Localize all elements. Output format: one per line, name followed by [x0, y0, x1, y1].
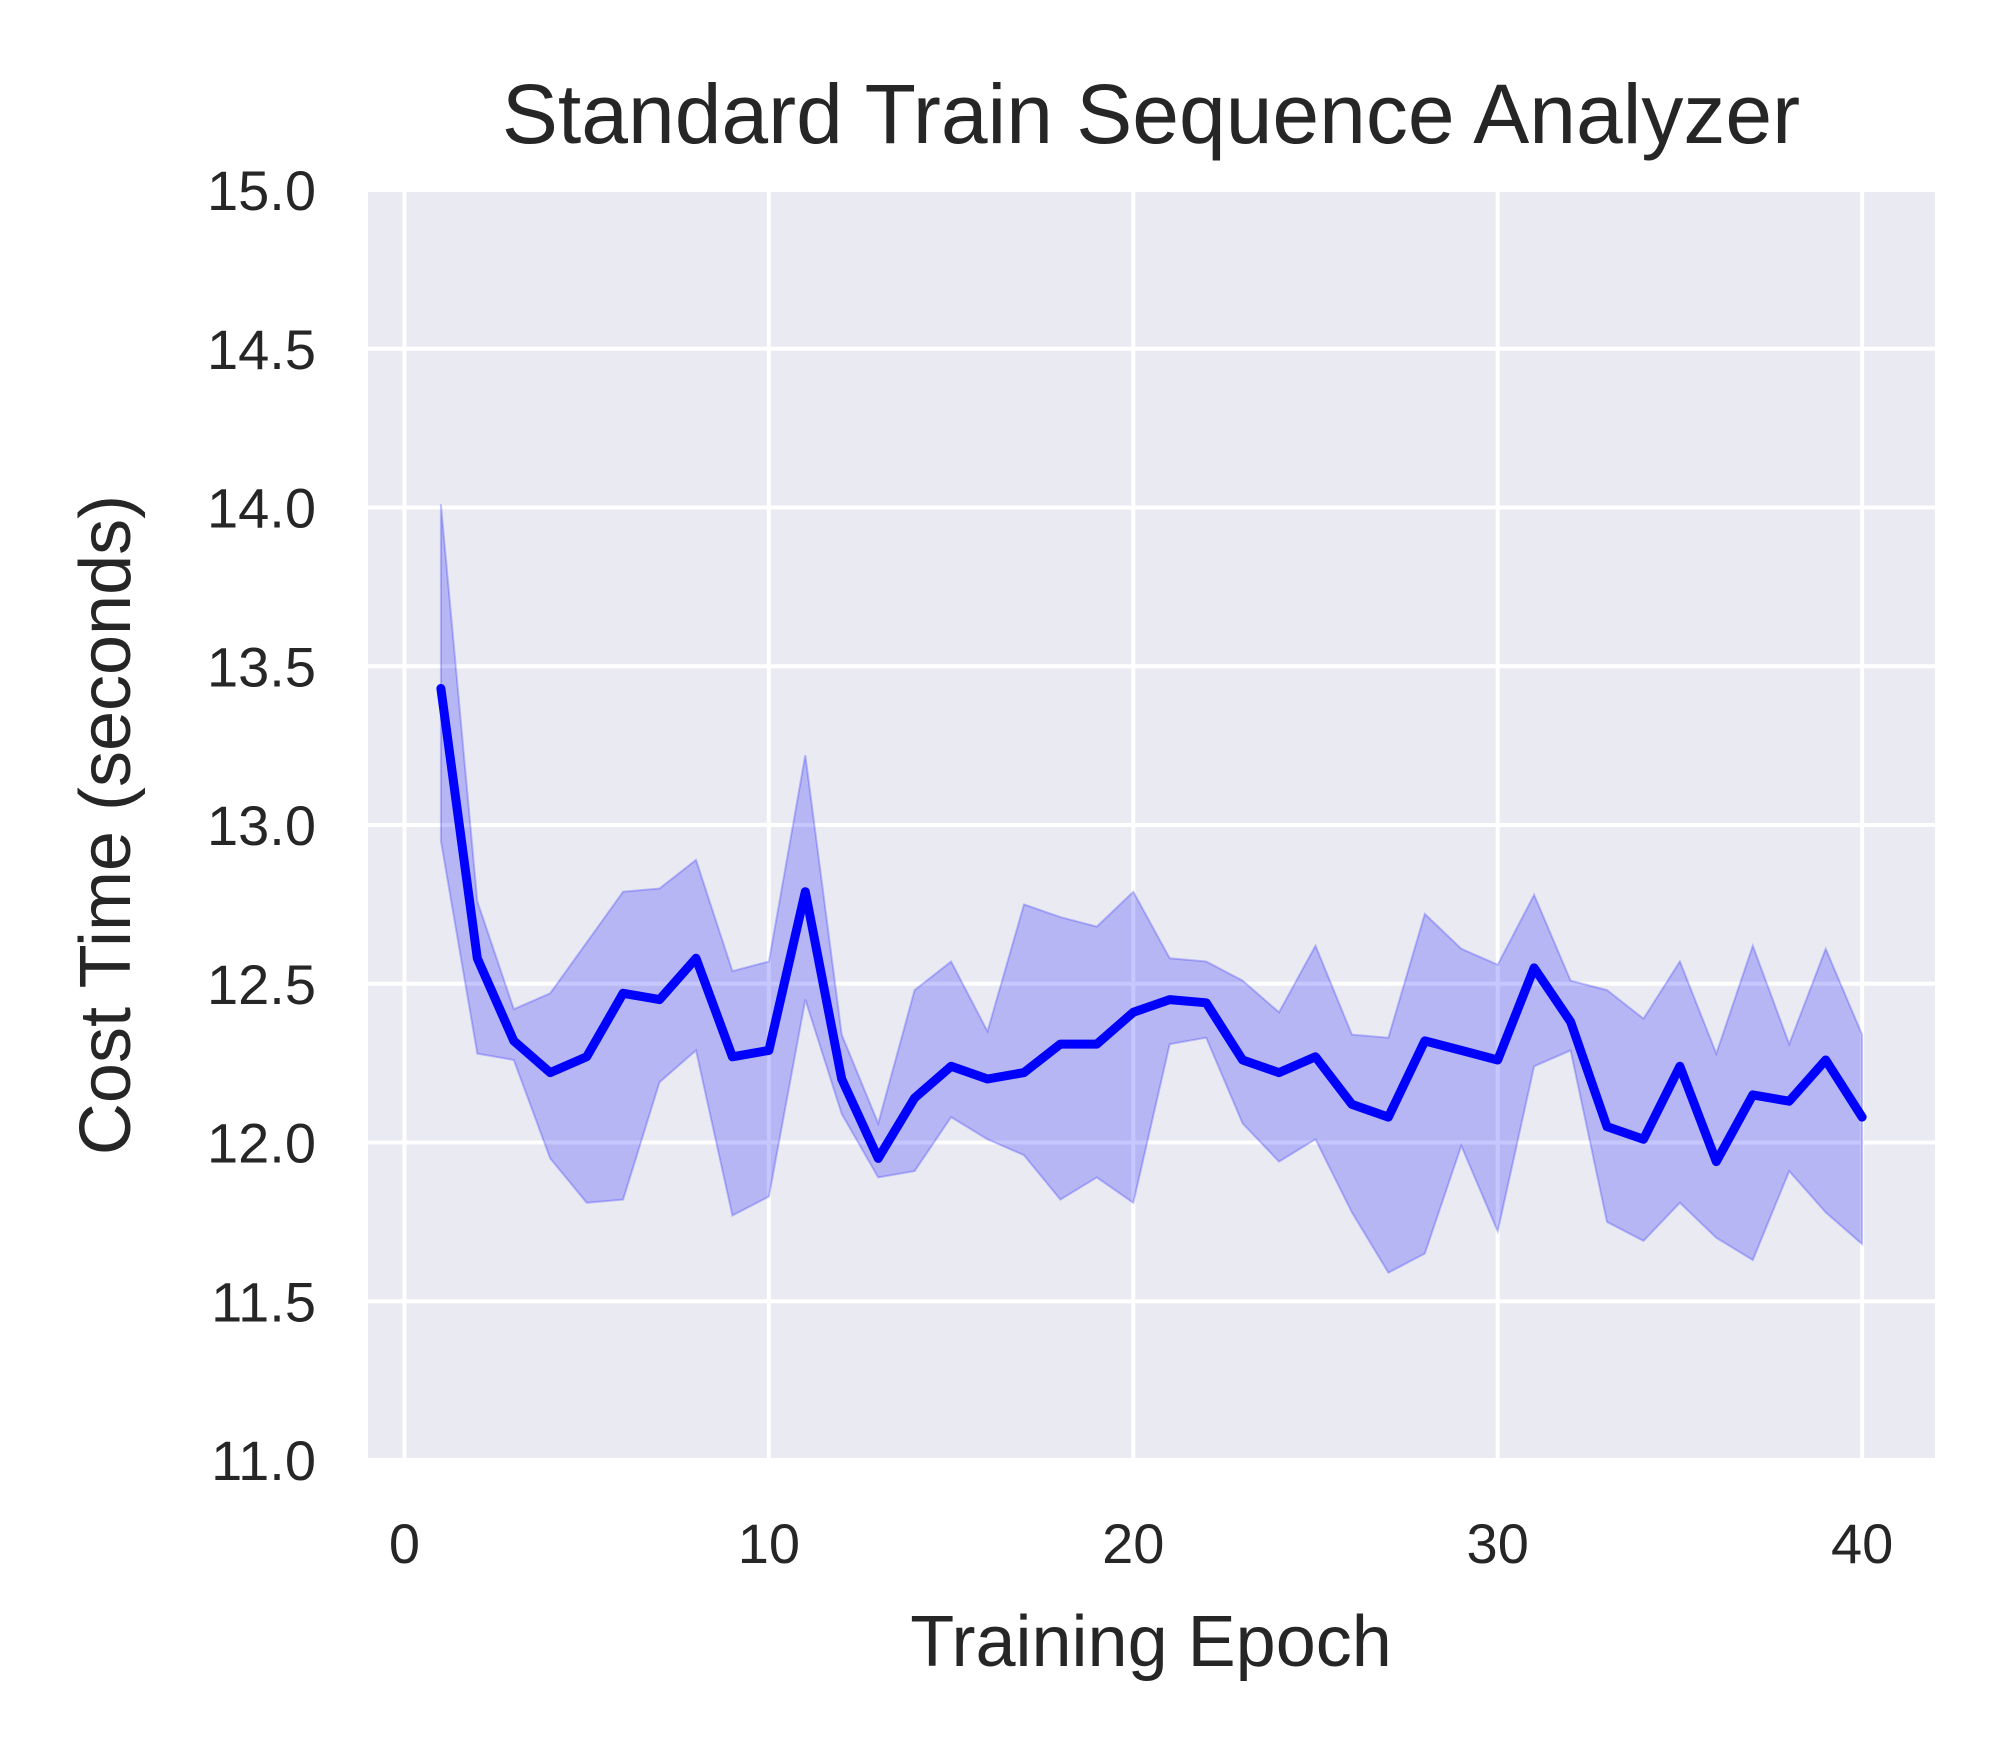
x-tick-label: 30	[1467, 1512, 1529, 1575]
y-tick-label: 11.5	[211, 1270, 316, 1333]
y-tick-label: 13.5	[207, 635, 316, 698]
x-tick-label: 40	[1831, 1512, 1893, 1575]
grid-lines	[368, 188, 1935, 1462]
x-ticks: 0 10 20 30 40	[389, 1512, 1893, 1575]
y-tick-label: 12.5	[207, 953, 316, 1016]
x-tick-label: 20	[1102, 1512, 1164, 1575]
y-tick-label: 11.0	[211, 1429, 316, 1492]
y-tick-label: 13.0	[207, 794, 316, 857]
x-axis-label: Training Epoch	[910, 1602, 1392, 1682]
chart-title: Standard Train Sequence Analyzer	[502, 67, 1800, 161]
y-tick-label: 14.0	[207, 477, 316, 540]
x-tick-label: 0	[389, 1512, 420, 1575]
y-axis-label: Cost Time (seconds)	[66, 495, 146, 1155]
y-ticks: 11.0 11.5 12.0 12.5 13.0 13.5 14.0 14.5 15.0	[207, 159, 316, 1492]
confidence-band	[439, 504, 1864, 1275]
x-tick-label: 10	[738, 1512, 800, 1575]
mean-line	[436, 684, 1867, 1167]
y-tick-label: 14.5	[207, 318, 316, 381]
y-tick-label: 12.0	[207, 1112, 316, 1175]
y-tick-label: 15.0	[207, 159, 316, 222]
